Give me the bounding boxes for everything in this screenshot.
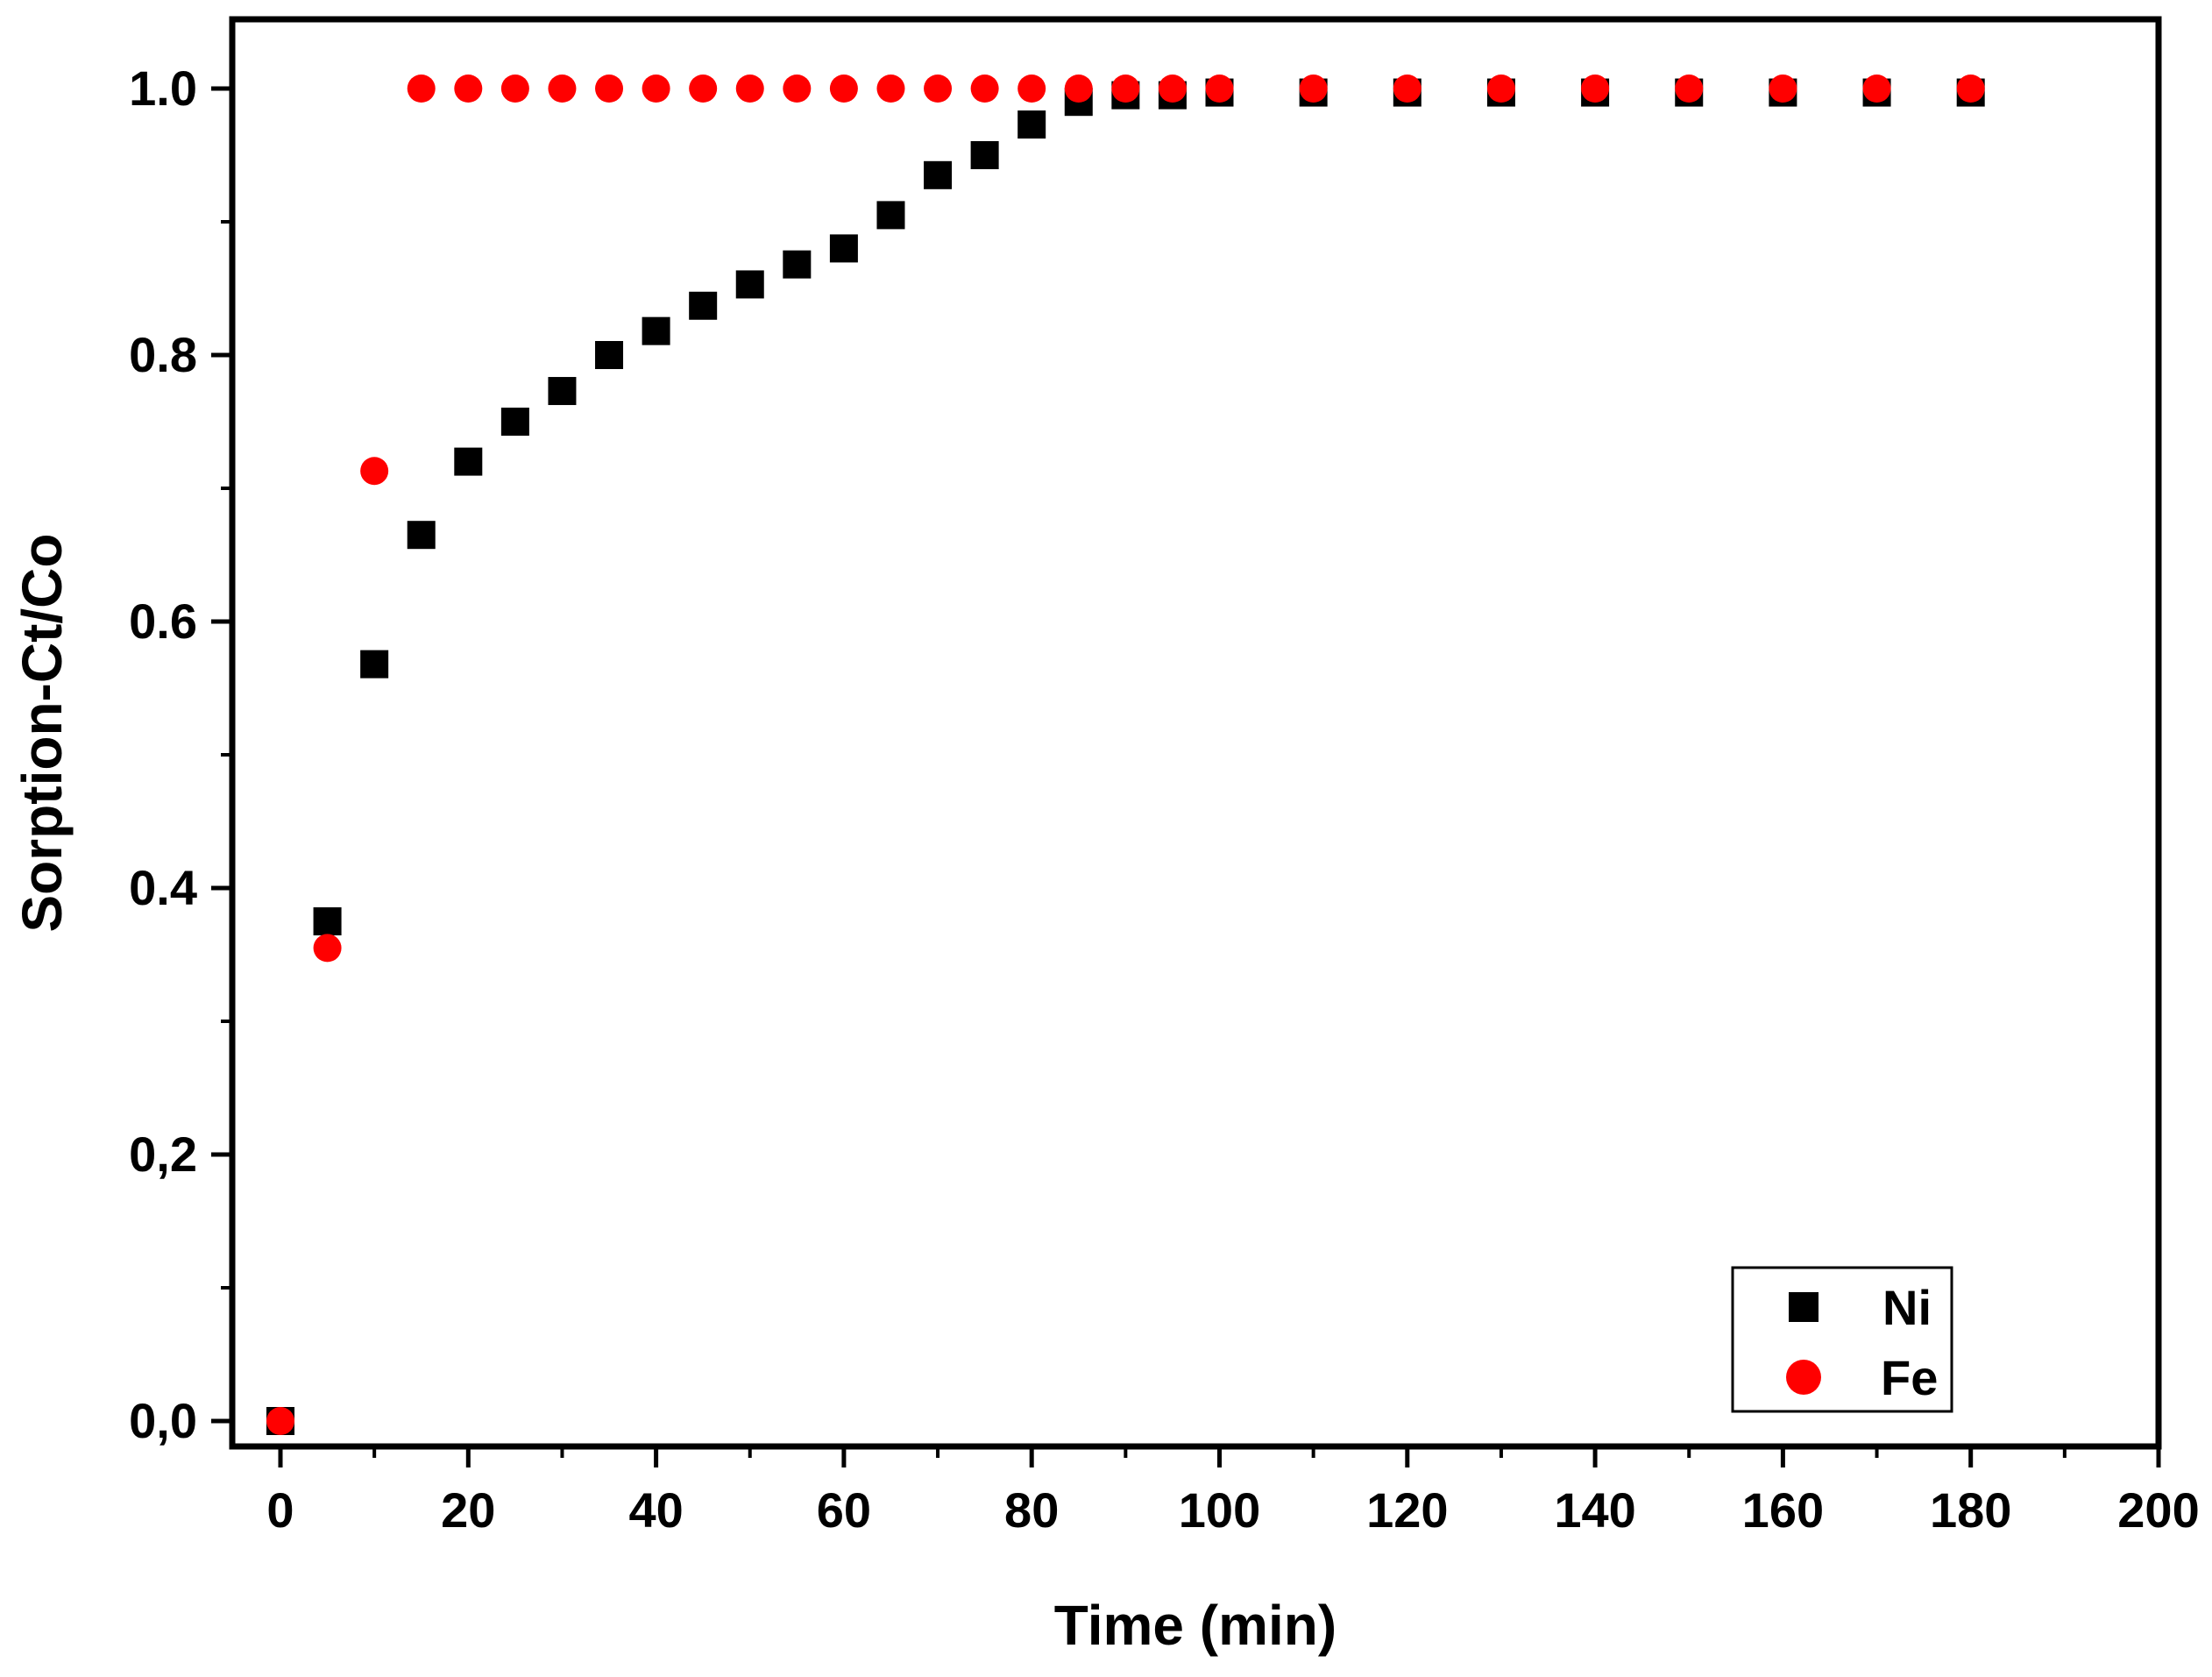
ni-point xyxy=(876,201,905,230)
ni-point xyxy=(642,316,670,345)
x-tick-label: 0 xyxy=(266,1482,294,1538)
fe-point xyxy=(1862,75,1891,103)
series-fe xyxy=(266,75,1985,1435)
fe-point xyxy=(1064,75,1093,103)
y-tick-label: 0.6 xyxy=(129,593,197,649)
ni-point xyxy=(783,250,812,279)
fe-point xyxy=(1675,75,1704,103)
fe-point xyxy=(1111,75,1140,103)
fe-point xyxy=(1393,75,1421,103)
plot-frame xyxy=(229,16,2162,1450)
y-tick-label: 0,2 xyxy=(129,1126,197,1182)
fe-point xyxy=(1017,75,1046,103)
fe-point xyxy=(829,75,858,103)
ni-point xyxy=(595,341,624,369)
fe-point xyxy=(783,75,812,103)
fe-point xyxy=(1158,75,1187,103)
ni-point xyxy=(829,234,858,263)
fe-point xyxy=(1956,75,1985,103)
fe-point xyxy=(595,75,624,103)
fe-point xyxy=(360,457,389,486)
fe-point xyxy=(500,75,529,103)
fe-point xyxy=(1299,75,1328,103)
ni-point xyxy=(1017,110,1046,139)
y-axis-title: Sorption-Ct/Co xyxy=(11,534,74,933)
fe-point xyxy=(689,75,718,103)
x-axis-title: Time (min) xyxy=(1054,1594,1336,1657)
x-tick-label: 120 xyxy=(1366,1482,1448,1538)
legend-ni-label: Ni xyxy=(1882,1280,1932,1335)
ni-point xyxy=(970,141,999,169)
x-tick-label: 60 xyxy=(817,1482,871,1538)
y-tick-label: 0.8 xyxy=(129,327,197,382)
legend-box xyxy=(1731,1266,1953,1413)
x-tick-label: 80 xyxy=(1004,1482,1059,1538)
fe-point xyxy=(1581,75,1610,103)
fe-point xyxy=(642,75,670,103)
fe-point xyxy=(876,75,905,103)
ni-point xyxy=(689,291,718,320)
fe-point xyxy=(313,934,342,963)
x-tick-label: 160 xyxy=(1742,1482,1824,1538)
legend-ni-marker xyxy=(1789,1292,1819,1322)
ni-point xyxy=(924,160,953,189)
ni-point xyxy=(313,907,342,935)
ni-point xyxy=(500,408,529,436)
fe-point xyxy=(924,75,953,103)
fe-point xyxy=(1769,75,1797,103)
x-tick-label: 180 xyxy=(1930,1482,2011,1538)
fe-point xyxy=(1486,75,1515,103)
x-tick-label: 200 xyxy=(2117,1482,2199,1538)
x-tick-label: 100 xyxy=(1179,1482,1260,1538)
x-tick-label: 140 xyxy=(1554,1482,1635,1538)
ni-point xyxy=(735,270,764,299)
fe-point xyxy=(970,75,999,103)
fe-point xyxy=(407,75,436,103)
x-tick-label: 20 xyxy=(441,1482,495,1538)
legend-fe-marker xyxy=(1786,1360,1821,1395)
fe-point xyxy=(454,75,483,103)
ni-point xyxy=(454,447,483,476)
fe-point xyxy=(735,75,764,103)
fe-point xyxy=(1205,75,1234,103)
fe-point xyxy=(266,1407,294,1435)
y-tick-label: 1.0 xyxy=(129,60,197,116)
ni-point xyxy=(548,377,577,406)
fe-point xyxy=(548,75,577,103)
y-tick-label: 0.4 xyxy=(129,860,197,915)
series-ni xyxy=(266,78,1985,1435)
y-axis: 0,0 0,2 0.4 0.6 0.8 1.0 xyxy=(129,60,232,1448)
ni-point xyxy=(407,521,436,550)
x-tick-label: 40 xyxy=(628,1482,683,1538)
legend: Ni Fe xyxy=(1731,1266,1953,1413)
legend-fe-label: Fe xyxy=(1881,1350,1938,1405)
ni-point xyxy=(360,650,389,679)
y-tick-label: 0,0 xyxy=(129,1393,197,1448)
x-axis: 0 20 40 60 80 100 120 140 160 180 200 xyxy=(266,1446,2200,1538)
